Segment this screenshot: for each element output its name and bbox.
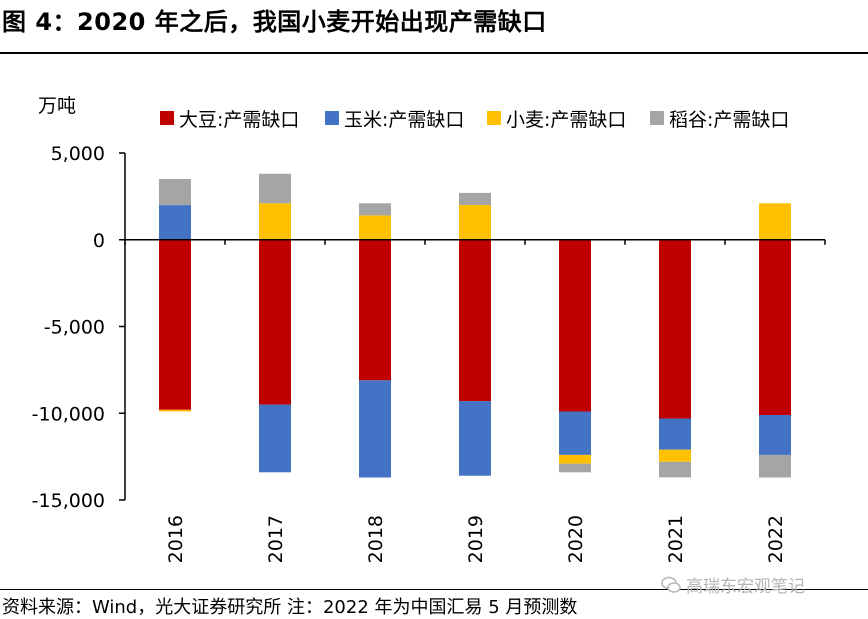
- legend-swatch-4: [650, 111, 664, 125]
- bar-2016-series-2: [159, 205, 191, 240]
- bar-2016-series-1: [159, 239, 191, 410]
- bar-2018-series-1: [359, 239, 391, 381]
- y-tick-label-1: 5,000: [51, 143, 105, 165]
- axes-group: 5,000 0 -5,000 -10,000 -15,000 2016 2017 2018 20…: [32, 143, 826, 563]
- bar-2022-series-1: [759, 239, 791, 415]
- y-axis-label: 万吨: [38, 95, 76, 117]
- y-tick-label-4: -10,000: [32, 403, 105, 425]
- legend-swatch-2: [325, 111, 339, 125]
- bar-2020-series-3: [559, 454, 591, 464]
- bars-group: [159, 173, 791, 478]
- bar-2019-series-3: [459, 205, 491, 240]
- source-note: 资料来源：Wind，光大证券研究所 注：2022 年为中国汇易 5 月预测数: [2, 597, 578, 618]
- bar-2022-series-2: [759, 415, 791, 455]
- bar-2018-series-4: [359, 203, 391, 216]
- bar-2017-series-4: [259, 173, 291, 204]
- x-tick-label-2019: 2019: [465, 515, 487, 563]
- bar-2022-series-3: [759, 203, 791, 240]
- bar-2021-series-4: [659, 461, 691, 478]
- legend-label-1: 大豆:产需缺口: [179, 109, 299, 131]
- y-tick-label-3: -5,000: [44, 317, 105, 339]
- bar-2021-series-1: [659, 239, 691, 419]
- wechat-icon: [661, 576, 681, 593]
- y-tick-label-5: -15,000: [32, 490, 105, 512]
- bar-2018-series-2: [359, 380, 391, 478]
- bar-2021-series-3: [659, 449, 691, 462]
- x-tick-label-2016: 2016: [165, 515, 187, 563]
- x-tick-label-2017: 2017: [265, 515, 287, 563]
- y-tick-label-2: 0: [93, 230, 105, 252]
- bar-2018-series-3: [359, 215, 391, 240]
- bar-2016-series-4: [159, 179, 191, 205]
- legend-swatch-3: [487, 111, 501, 125]
- legend: 大豆:产需缺口 玉米:产需缺口 小麦:产需缺口 稻谷:产需缺口: [160, 109, 789, 131]
- bar-2019-series-2: [459, 401, 491, 476]
- bar-2019-series-4: [459, 192, 491, 205]
- bar-2020-series-4: [559, 463, 591, 473]
- chart-title: 图 4：2020 年之后，我国小麦开始出现产需缺口: [2, 8, 547, 36]
- x-tick-label-2018: 2018: [365, 515, 387, 563]
- bar-2022-series-4: [759, 454, 791, 478]
- x-tick-label-2022: 2022: [765, 515, 787, 563]
- bar-2021-series-2: [659, 418, 691, 450]
- stacked-bar-chart: 大豆:产需缺口 玉米:产需缺口 小麦:产需缺口 稻谷:产需缺口 万吨 5,000 0 -5…: [32, 95, 826, 563]
- bar-2020-series-1: [559, 239, 591, 412]
- legend-label-2: 玉米:产需缺口: [344, 109, 464, 131]
- bar-2020-series-2: [559, 411, 591, 455]
- legend-swatch-1: [160, 111, 174, 125]
- legend-label-3: 小麦:产需缺口: [506, 109, 626, 131]
- bar-2019-series-1: [459, 239, 491, 402]
- bar-2016-series-3: [159, 409, 191, 412]
- x-tick-label-2020: 2020: [565, 515, 587, 563]
- bar-2017-series-1: [259, 239, 291, 405]
- title-divider: [0, 52, 868, 54]
- bar-2017-series-3: [259, 203, 291, 240]
- watermark: 高瑞东宏观笔记: [660, 572, 805, 597]
- watermark-text: 高瑞东宏观笔记: [686, 577, 805, 597]
- x-tick-label-2021: 2021: [665, 515, 687, 563]
- legend-label-4: 稻谷:产需缺口: [669, 109, 789, 131]
- source-divider: [0, 589, 868, 590]
- bar-2017-series-2: [259, 404, 291, 473]
